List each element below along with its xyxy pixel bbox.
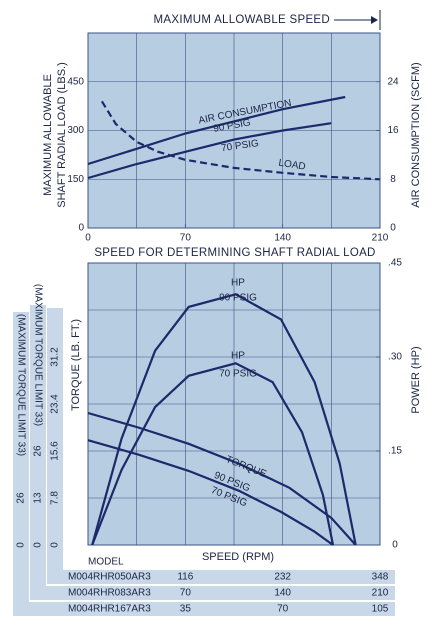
arrow-head: [371, 16, 378, 24]
model-x-tick-label: 70: [180, 588, 192, 599]
model-tab-row: [30, 586, 395, 600]
y2-axis-label: AIR CONSUMPTION (SCFM): [410, 62, 422, 207]
y-axis-label: MAXIMUM ALLOWABLE: [42, 74, 54, 196]
y2-tick-label: 0: [390, 223, 396, 234]
model-y-tick-label: 0: [33, 542, 44, 548]
y-axis-label: TORQUE (LB. FT.): [70, 319, 82, 411]
x-tick-label: 210: [372, 233, 389, 244]
chart-title: MAXIMUM ALLOWABLE SPEED: [154, 14, 330, 26]
model-header: MODEL: [88, 557, 124, 568]
y-tick-label: 0: [78, 223, 84, 234]
model-y-tick-label: 26: [33, 445, 44, 457]
model-y-tick-label: 7.8: [50, 491, 61, 505]
model-x-tick-label: 232: [274, 572, 291, 583]
series-line: [87, 411, 357, 546]
model-y-tick-label: 31.2: [50, 347, 61, 367]
model-tab-column: [47, 308, 63, 584]
series-label: 70 PSIG: [219, 369, 257, 380]
model-y-tick-label: 23.4: [50, 394, 61, 414]
y-tick-label: 300: [67, 125, 84, 136]
x-axis-label: SPEED (RPM): [202, 551, 274, 563]
y2-tick-label: 24: [387, 76, 399, 87]
model-x-tick-label: 70: [277, 604, 289, 615]
series-line: [87, 439, 334, 546]
y2-tick-label: 16: [387, 125, 399, 136]
y2-tick-label: .30: [388, 352, 402, 363]
y2-tick-label: 8: [390, 174, 396, 185]
series-label: LOAD: [278, 158, 307, 173]
model-name: M004RHR050AR3: [68, 572, 151, 583]
x-tick-label: 0: [85, 233, 91, 244]
model-y-tick-label: 13: [33, 492, 44, 504]
model-note: (MAXIMUM TORQUE LIMIT 33): [15, 314, 26, 456]
series-line: [87, 122, 332, 180]
model-y-tick-label: 26: [16, 492, 27, 504]
series-group-label: HP: [231, 278, 245, 289]
model-note: (MAXIMUM TORQUE LIMIT 33): [32, 284, 43, 426]
y-axis-label: SHAFT RADIAL LOAD (LBS.): [56, 62, 68, 207]
series-label: 90 PSIG: [219, 293, 257, 304]
model-x-tick-label: 348: [372, 572, 389, 583]
series-line: [87, 95, 346, 166]
model-y-tick-label: 15.6: [50, 441, 61, 461]
y-tick-label: 450: [67, 76, 84, 87]
model-tab-row: [47, 570, 395, 584]
model-x-tick-label: 140: [274, 588, 291, 599]
series-label: 70 PSIG: [221, 138, 260, 154]
y-tick-label: 150: [67, 174, 84, 185]
model-y-tick-label: 0: [50, 542, 61, 548]
model-x-tick-label: 105: [372, 604, 389, 615]
model-name: M004RHR167AR3: [68, 604, 151, 615]
series-line: [91, 293, 357, 546]
chart-title: SPEED FOR DETERMINING SHAFT RADIAL LOAD: [94, 247, 375, 259]
series-line: [100, 100, 381, 181]
model-name: M004RHR083AR3: [68, 588, 151, 599]
model-tab-column: [30, 305, 46, 600]
model-x-tick-label: 210: [372, 588, 389, 599]
x-tick-label: 140: [274, 233, 291, 244]
model-tab-row: [13, 602, 395, 616]
model-x-tick-label: 35: [180, 604, 192, 615]
series-group-label: HP: [231, 351, 245, 362]
model-x-tick-label: 116: [177, 572, 193, 583]
y2-tick-label: .45: [388, 258, 402, 269]
model-y-tick-label: 0: [16, 542, 27, 548]
y2-tick-label: .15: [388, 446, 402, 457]
model-tab-column: [13, 312, 29, 616]
series-line: [91, 362, 335, 546]
y2-axis-label: POWER (HP): [410, 346, 422, 413]
x-tick-label: 70: [180, 233, 192, 244]
y2-tick-label: 0: [392, 540, 398, 551]
